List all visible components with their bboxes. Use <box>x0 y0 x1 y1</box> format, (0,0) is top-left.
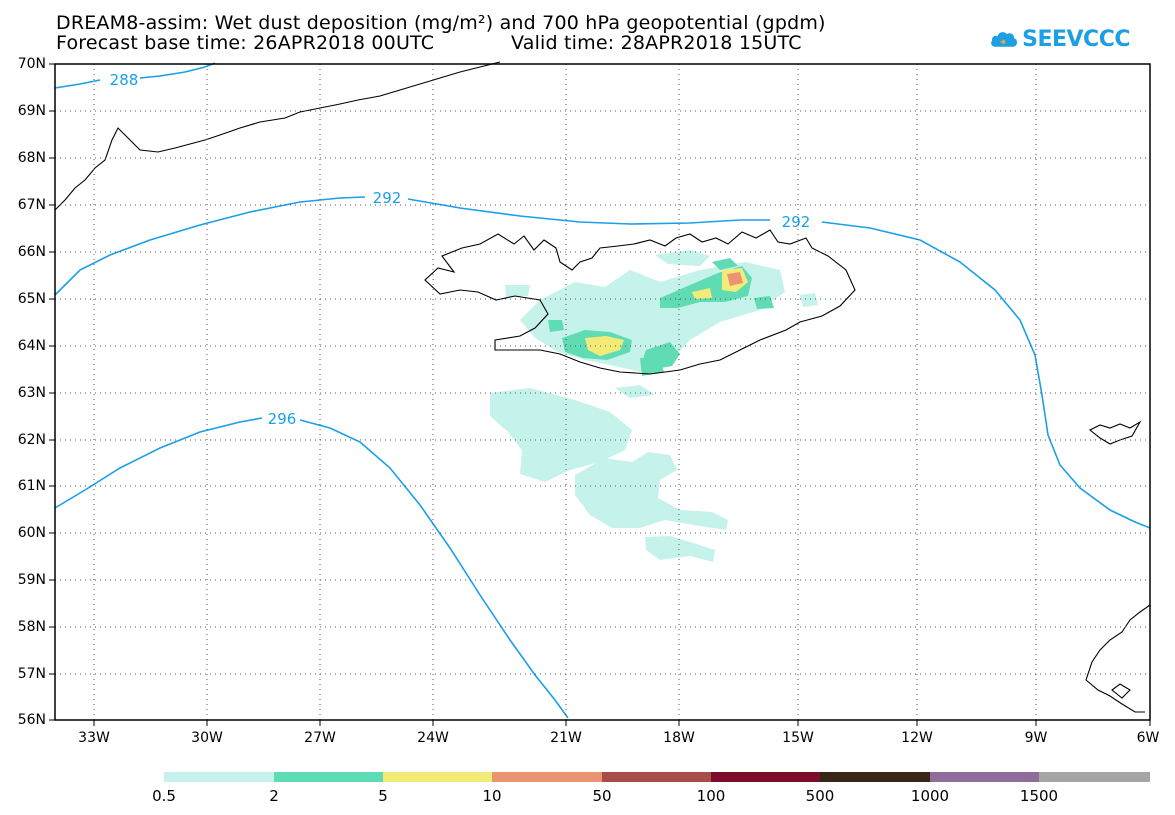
colorbar-label: 100 <box>696 787 726 805</box>
valid-time: Valid time: 28APR2018 15UTC <box>511 32 802 54</box>
coastlines <box>54 61 1151 713</box>
colorbar-label: 500 <box>805 787 835 805</box>
faroe-islands <box>1088 420 1142 445</box>
colorbar-swatch <box>711 772 820 782</box>
greenland-coast <box>54 61 501 211</box>
contour-label-292-west: 292 <box>373 189 402 207</box>
lon-label-24w: 24W <box>417 730 449 746</box>
lat-label-58n: 58N <box>17 619 46 635</box>
colorbar-swatch <box>164 772 274 782</box>
colorbar-label: 50 <box>592 787 612 805</box>
contour-296 <box>54 417 569 719</box>
colorbar-swatch <box>930 772 1039 782</box>
map-frame <box>54 63 1151 721</box>
geopotential-contours <box>54 62 1151 719</box>
contour-label-288: 288 <box>110 71 139 89</box>
lat-label-63n: 63N <box>17 385 46 401</box>
lon-label-15w: 15W <box>782 730 814 746</box>
colorbar-label: 1500 <box>1019 787 1059 805</box>
lon-label-6w: 6W <box>1136 730 1160 746</box>
lat-label-69n: 69N <box>17 103 46 119</box>
time-info: Forecast base time: 26APR2018 00UTC Valid… <box>56 32 801 54</box>
scotland-coast <box>1085 604 1151 713</box>
map-title: DREAM8-assim: Wet dust deposition (mg/m²… <box>56 12 826 34</box>
colorbar-label: 1000 <box>910 787 950 805</box>
contour-288 <box>54 62 216 89</box>
lat-label-62n: 62N <box>17 432 46 448</box>
lat-label-59n: 59N <box>17 572 46 588</box>
seevccc-logo: SEEVCCC <box>990 23 1130 55</box>
colorbar-label: 5 <box>378 787 388 805</box>
lon-label-18w: 18W <box>663 730 695 746</box>
lat-label-68n: 68N <box>17 150 46 166</box>
lon-label-33w: 33W <box>78 730 110 746</box>
colorbar-label: 2 <box>269 787 279 805</box>
lat-label-57n: 57N <box>17 666 46 682</box>
cloud-icon <box>991 32 1018 47</box>
lat-label-56n: 56N <box>17 712 46 728</box>
colorbar-swatch <box>602 772 711 782</box>
lon-label-27w: 27W <box>304 730 336 746</box>
contour-292 <box>54 196 1151 529</box>
lat-label-60n: 60N <box>17 525 46 541</box>
contour-labels: 288 292 292 296 <box>110 71 811 428</box>
colorbar-label: 10 <box>482 787 502 805</box>
lat-label-67n: 67N <box>17 197 46 213</box>
colorbar-swatch <box>492 772 602 782</box>
colorbar-label: 0.5 <box>152 787 176 805</box>
lat-label-66n: 66N <box>17 244 46 260</box>
contour-label-296: 296 <box>268 410 297 428</box>
colorbar-swatch <box>820 772 930 782</box>
lon-label-30w: 30W <box>191 730 223 746</box>
lon-label-21w: 21W <box>550 730 582 746</box>
lat-label-70n: 70N <box>17 56 46 72</box>
logo-text: SEEVCCC <box>1022 26 1130 52</box>
dust-shading <box>490 250 818 562</box>
lon-label-9w: 9W <box>1024 730 1048 746</box>
grid-lines <box>55 64 1150 720</box>
colorbar-swatch <box>274 772 383 782</box>
colorbar-swatch <box>383 772 492 782</box>
contour-label-292-east: 292 <box>782 213 811 231</box>
lat-label-65n: 65N <box>17 291 46 307</box>
axis-ticks <box>49 63 1151 726</box>
iceland-coast <box>424 229 856 375</box>
lat-label-61n: 61N <box>17 478 46 494</box>
forecast-base-time: Forecast base time: 26APR2018 00UTC <box>56 32 435 54</box>
lat-label-64n: 64N <box>17 338 46 354</box>
lon-label-12w: 12W <box>901 730 933 746</box>
colorbar-swatch <box>1039 772 1150 782</box>
